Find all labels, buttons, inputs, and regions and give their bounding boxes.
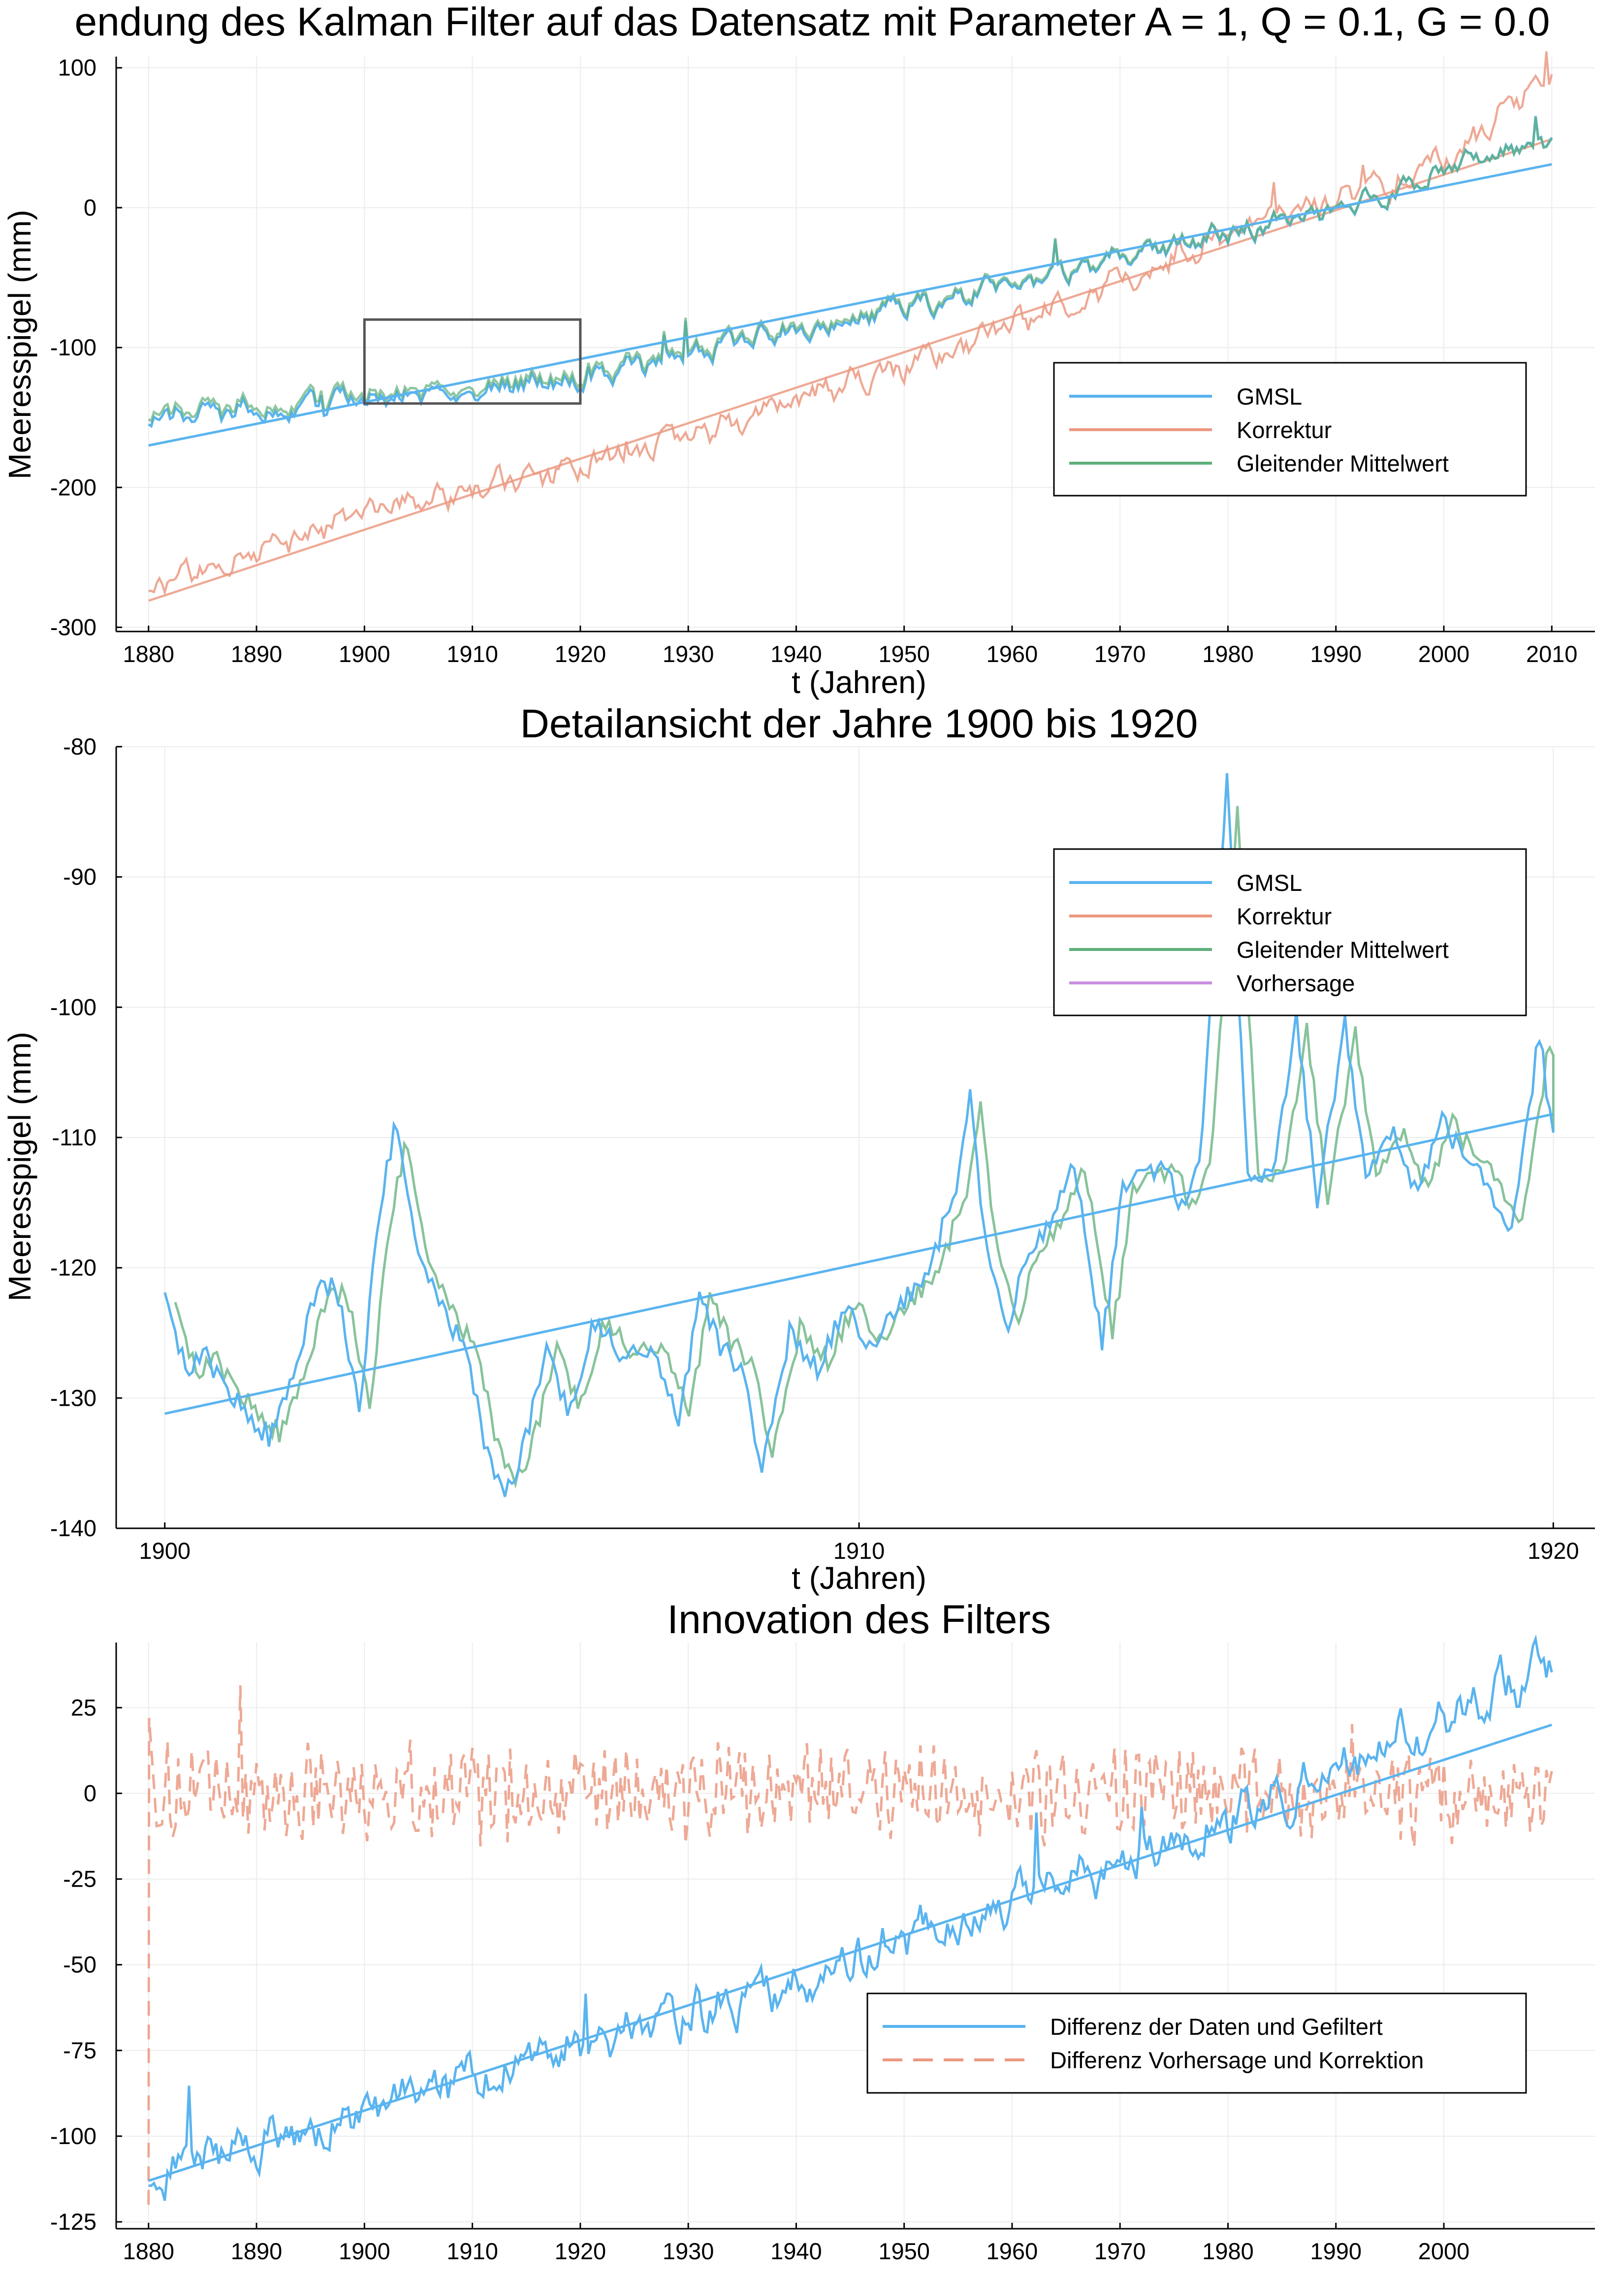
legend-2-korrektur: Korrektur — [1237, 903, 1332, 929]
p3-xtick-label-1940: 1940 — [770, 2238, 822, 2264]
panel-2-legend-box — [1053, 848, 1527, 1016]
legend-3-differenz-gefiltert: Differenz der Daten und Gefiltert — [1050, 2014, 1383, 2040]
p3-ytick-label-0: 0 — [84, 1780, 96, 1806]
p1-xtick-label-1980: 1980 — [1202, 641, 1254, 667]
p3-xtick-label-1900: 1900 — [339, 2238, 390, 2264]
p1-mittelwert-line — [148, 117, 1553, 423]
panel-1-grid — [116, 57, 1595, 632]
panel-2-axes: 1900 1910 1920 -140 -130 -120 -110 -100 -90 -80 — [50, 733, 1595, 1564]
p1-xtick-label-1910: 1910 — [446, 641, 498, 667]
p3-xtick-label-1990: 1990 — [1310, 2238, 1362, 2264]
panel-3-legend: Differenz der Daten und Gefiltert Differ… — [866, 1992, 1527, 2094]
p2-gmsl-line — [163, 773, 1555, 1497]
p1-xtick-label-1990: 1990 — [1310, 641, 1362, 667]
legend-2-gmsl: GMSL — [1237, 870, 1302, 896]
panel-3-legend-box — [866, 1992, 1527, 2094]
p3-xtick-label-1910: 1910 — [446, 2238, 498, 2264]
p2-xtick-label-1900: 1900 — [139, 1538, 191, 1564]
panel-2-title: Detailansicht der Jahre 1900 bis 1920 — [520, 701, 1198, 746]
p3-ytick-label--100: -100 — [50, 2123, 96, 2149]
p3-xtick-label-1980: 1980 — [1202, 2238, 1254, 2264]
p1-xtick-label-1970: 1970 — [1094, 641, 1146, 667]
p1-ytick-label-0: 0 — [84, 194, 96, 221]
p2-ytick-label--130: -130 — [50, 1385, 96, 1411]
p3-xtick-label-2000: 2000 — [1418, 2238, 1470, 2264]
p1-ytick-label--200: -200 — [50, 474, 96, 500]
p2-ytick-label--100: -100 — [50, 994, 96, 1020]
p3-ytick-label--125: -125 — [50, 2209, 96, 2235]
p3-differenz-vorhersage-line — [147, 1685, 1553, 2205]
panel-3-series — [147, 1634, 1553, 2205]
panel-3-title: Innovation des Filters — [667, 1597, 1051, 1642]
panel-2-series — [163, 773, 1555, 1497]
p3-xtick-label-1880: 1880 — [123, 2238, 174, 2264]
panel-innovation: Innovation des Filters 1880 1890 1900 1910 1… — [50, 1597, 1595, 2264]
p1-xtick-label-2000: 2000 — [1418, 641, 1470, 667]
p3-differenz-gefiltert-line — [148, 1634, 1553, 2201]
p1-xtick-label-1950: 1950 — [878, 641, 930, 667]
panel-2-xlabel: t (Jahren) — [792, 1560, 926, 1596]
p3-ytick-label--25: -25 — [63, 1866, 96, 1892]
p1-xtick-label-1960: 1960 — [987, 641, 1038, 667]
legend-2-mittelwert: Gleitender Mittelwert — [1237, 937, 1449, 963]
panel-1-title: endung des Kalman Filter auf das Datensa… — [75, 0, 1550, 44]
p3-xtick-label-1930: 1930 — [663, 2238, 714, 2264]
p3-ytick-label--75: -75 — [63, 2037, 96, 2063]
panel-1-xlabel: t (Jahren) — [792, 664, 926, 700]
p1-xtick-label-1930: 1930 — [663, 641, 714, 667]
p2-ytick-label--140: -140 — [50, 1515, 96, 1541]
panel-detail: Detailansicht der Jahre 1900 bis 1920 19… — [2, 701, 1595, 1596]
p3-xtick-label-1920: 1920 — [555, 2238, 606, 2264]
p3-xtick-label-1960: 1960 — [987, 2238, 1038, 2264]
p2-xtick-label-1920: 1920 — [1528, 1538, 1579, 1564]
p2-mittelwert-line — [174, 806, 1555, 1489]
panel-2-legend: GMSL Korrektur Gleitender Mittelwert Vor… — [1053, 848, 1527, 1016]
panel-2-ylabel: Meeresspigel (mm) — [2, 1032, 37, 1301]
legend-2-vorhersage: Vorhersage — [1237, 970, 1355, 996]
p2-ytick-label--80: -80 — [63, 733, 96, 759]
panel-3-axes: 1880 1890 1900 1910 1920 1930 1940 1950 1960 1970… — [50, 1642, 1595, 2264]
legend-3-differenz-vorhersage: Differenz Vorhersage und Korrektion — [1050, 2047, 1424, 2073]
panel-1-legend: GMSL Korrektur Gleitender Mittelwert — [1053, 362, 1527, 497]
legend-1-mittelwert: Gleitender Mittelwert — [1237, 450, 1449, 476]
p3-xtick-label-1950: 1950 — [878, 2238, 930, 2264]
p3-differenz-gefiltert-trend — [148, 1723, 1553, 2182]
detail-highlight-box — [363, 318, 582, 405]
p3-xtick-label-1890: 1890 — [231, 2238, 283, 2264]
p1-xtick-label-1900: 1900 — [339, 641, 390, 667]
panel-1-ylabel: Meeresspigel (mm) — [2, 210, 37, 479]
p2-xtick-label-1910: 1910 — [833, 1538, 885, 1564]
panel-overview: endung des Kalman Filter auf das Datensa… — [2, 0, 1595, 700]
p1-ytick-label-100: 100 — [58, 55, 96, 81]
p3-ytick-label--50: -50 — [63, 1952, 96, 1978]
p3-xtick-label-1970: 1970 — [1094, 2238, 1146, 2264]
p1-ytick-label--100: -100 — [50, 334, 96, 360]
p1-gmsl-trend — [148, 163, 1552, 447]
p1-ytick-label--300: -300 — [50, 614, 96, 640]
legend-1-gmsl: GMSL — [1237, 383, 1302, 410]
p2-ytick-label--110: -110 — [52, 1124, 96, 1150]
panel-1-axes: 1880 1890 1900 1910 1920 1930 1940 1950 1960 1970… — [50, 55, 1595, 667]
panel-1-series — [148, 51, 1553, 602]
p1-xtick-label-1920: 1920 — [555, 641, 606, 667]
p2-ytick-label--90: -90 — [63, 864, 96, 890]
p1-xtick-label-1890: 1890 — [231, 641, 283, 667]
p1-xtick-label-1940: 1940 — [770, 641, 822, 667]
p1-xtick-label-2010: 2010 — [1526, 641, 1578, 667]
p2-gmsl-trend — [164, 1112, 1554, 1415]
p2-ytick-label--120: -120 — [50, 1255, 96, 1281]
legend-1-korrektur: Korrektur — [1237, 417, 1332, 443]
p1-xtick-label-1880: 1880 — [123, 641, 174, 667]
p3-ytick-label-25: 25 — [71, 1694, 96, 1720]
panel-3-grid — [116, 1642, 1595, 2229]
